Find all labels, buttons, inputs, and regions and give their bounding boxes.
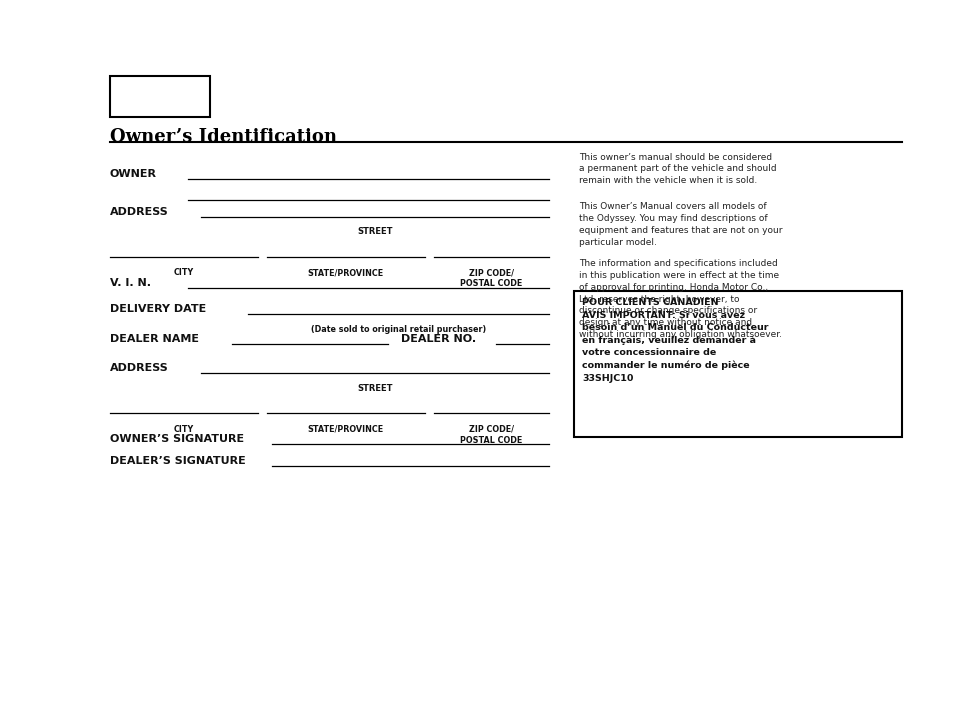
Text: Owner’s Identification: Owner’s Identification <box>110 128 336 146</box>
Text: (Date sold to original retail purchaser): (Date sold to original retail purchaser) <box>311 325 485 334</box>
Text: This owner’s manual should be considered
a permanent part of the vehicle and sho: This owner’s manual should be considered… <box>578 153 776 185</box>
Text: OWNER: OWNER <box>110 169 156 179</box>
Text: STATE/PROVINCE: STATE/PROVINCE <box>308 425 383 434</box>
Text: OWNER’S SIGNATURE: OWNER’S SIGNATURE <box>110 434 244 444</box>
Text: STREET: STREET <box>356 227 393 236</box>
Text: DELIVERY DATE: DELIVERY DATE <box>110 304 206 314</box>
Text: DEALER’S SIGNATURE: DEALER’S SIGNATURE <box>110 456 245 466</box>
Text: STREET: STREET <box>356 384 393 393</box>
Text: STATE/PROVINCE: STATE/PROVINCE <box>308 268 383 278</box>
Text: DEALER NO.: DEALER NO. <box>400 334 476 344</box>
Text: POUR CLIENTS CANADIEN
AVIS IMPORTANT: Si vous avez
besoin d’un Manuel du Conduct: POUR CLIENTS CANADIEN AVIS IMPORTANT: Si… <box>581 298 767 383</box>
Text: ZIP CODE/
POSTAL CODE: ZIP CODE/ POSTAL CODE <box>459 425 522 444</box>
Text: The information and specifications included
in this publication were in effect a: The information and specifications inclu… <box>578 259 781 339</box>
Text: This Owner’s Manual covers all models of
the Odyssey. You may find descriptions : This Owner’s Manual covers all models of… <box>578 202 781 247</box>
Text: ADDRESS: ADDRESS <box>110 207 169 217</box>
Text: ZIP CODE/
POSTAL CODE: ZIP CODE/ POSTAL CODE <box>459 268 522 288</box>
Text: DEALER NAME: DEALER NAME <box>110 334 198 344</box>
Bar <box>574 291 901 437</box>
Text: CITY: CITY <box>173 425 193 434</box>
Text: V. I. N.: V. I. N. <box>110 278 151 288</box>
Text: ADDRESS: ADDRESS <box>110 364 169 373</box>
Text: CITY: CITY <box>173 268 193 278</box>
Bar <box>110 76 210 117</box>
